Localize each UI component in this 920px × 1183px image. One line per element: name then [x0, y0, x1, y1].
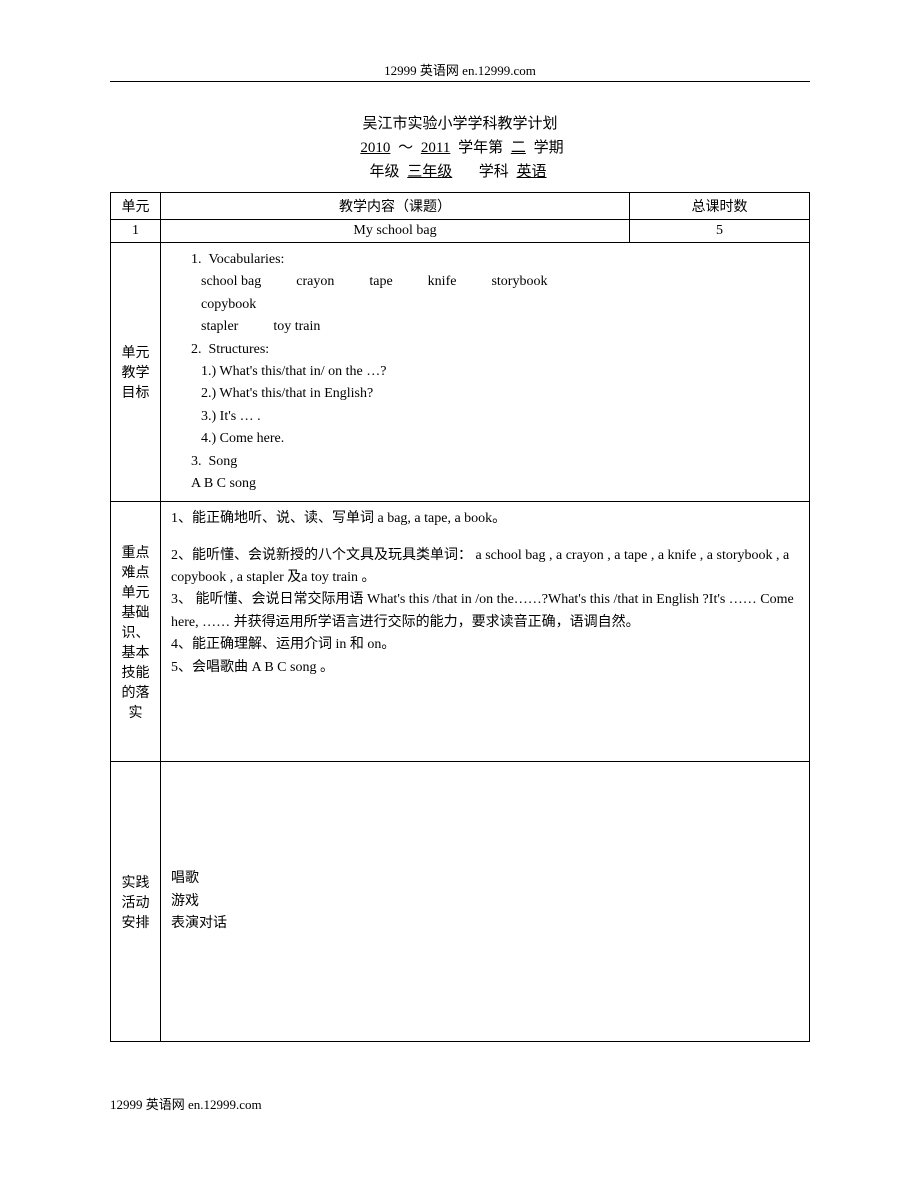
goals-row: 单元教学目标 1. Vocabularies: school bag crayo…: [111, 243, 810, 502]
unit-row: 1 My school bag 5: [111, 220, 810, 243]
struct-4: 4.) Come here.: [171, 428, 799, 450]
title-line-3: 年级 三年级 学科 英语: [110, 160, 810, 184]
unit-number: 1: [111, 220, 161, 243]
header-divider: [110, 81, 810, 82]
unit-hours: 5: [630, 220, 810, 243]
goals-2-title: Structures:: [209, 342, 270, 357]
goals-3-num: 3.: [191, 454, 202, 469]
header-hours: 总课时数: [630, 193, 810, 220]
goals-1-title: Vocabularies:: [209, 252, 285, 267]
struct-1: 1.) What's this/that in/ on the …?: [171, 361, 799, 383]
year-start: 2010: [356, 140, 394, 156]
goals-2-num: 2.: [191, 342, 202, 357]
practice-p2: 游戏: [171, 891, 799, 913]
vocab-line-3: stapler toy train: [171, 316, 799, 338]
skills-label: 重点难点单元基础识、基本技能的落实: [111, 502, 161, 762]
song-name: A B C song: [171, 473, 799, 495]
title-line-1: 吴江市实验小学学科教学计划: [110, 112, 810, 136]
skills-p4: 4、能正确理解、运用介词 in 和 on。: [171, 634, 799, 656]
practice-content: 唱歌 游戏 表演对话: [161, 762, 810, 1042]
unit-topic: My school bag: [161, 220, 630, 243]
header-text: 12999 英语网 en.12999.com: [110, 60, 810, 79]
goals-label: 单元教学目标: [111, 243, 161, 502]
title-line-2: 2010 ～ 2011 学年第 二 学期: [110, 136, 810, 160]
skills-p3: 3、 能听懂、会说日常交际用语 What's this /that in /on…: [171, 589, 799, 634]
footer-text: 12999 英语网 en.12999.com: [110, 1094, 262, 1113]
subject-label: 学科: [479, 164, 509, 180]
skills-p5: 5、会唱歌曲 A B C song 。: [171, 657, 799, 679]
title-block: 吴江市实验小学学科教学计划 2010 ～ 2011 学年第 二 学期 年级 三年…: [110, 112, 810, 184]
header-content: 教学内容（课题）: [161, 193, 630, 220]
practice-row: 实践活动安排 唱歌 游戏 表演对话: [111, 762, 810, 1042]
semester: 二: [507, 140, 530, 156]
grade-label: 年级: [369, 164, 399, 180]
skills-p2: 2、能听懂、会说新授的八个文具及玩具类单词： a school bag , a …: [171, 545, 799, 590]
struct-3: 3.) It's … .: [171, 406, 799, 428]
main-table: 单元 教学内容（课题） 总课时数 1 My school bag 5 单元教学目…: [110, 192, 810, 1042]
practice-p3: 表演对话: [171, 913, 799, 935]
table-header-row: 单元 教学内容（课题） 总课时数: [111, 193, 810, 220]
grade: 三年级: [403, 164, 456, 180]
skills-p1: 1、能正确地听、说、读、写单词 a bag, a tape, a book。: [171, 508, 799, 530]
header-unit: 单元: [111, 193, 161, 220]
goals-1-num: 1.: [191, 252, 202, 267]
tilde: ～: [398, 140, 413, 156]
skills-content: 1、能正确地听、说、读、写单词 a bag, a tape, a book。 2…: [161, 502, 810, 762]
line2-suffix: 学期: [534, 140, 564, 156]
vocab-line-1: school bag crayon tape knife storybook: [171, 271, 799, 293]
practice-label: 实践活动安排: [111, 762, 161, 1042]
skills-row: 重点难点单元基础识、基本技能的落实 1、能正确地听、说、读、写单词 a bag,…: [111, 502, 810, 762]
line2-mid: 学年第: [458, 140, 503, 156]
goals-content: 1. Vocabularies: school bag crayon tape …: [161, 243, 810, 502]
practice-p1: 唱歌: [171, 868, 799, 890]
goals-3-title: Song: [209, 454, 238, 469]
subject: 英语: [513, 164, 551, 180]
year-end: 2011: [417, 140, 454, 156]
struct-2: 2.) What's this/that in English?: [171, 383, 799, 405]
vocab-line-2: copybook: [171, 294, 799, 316]
